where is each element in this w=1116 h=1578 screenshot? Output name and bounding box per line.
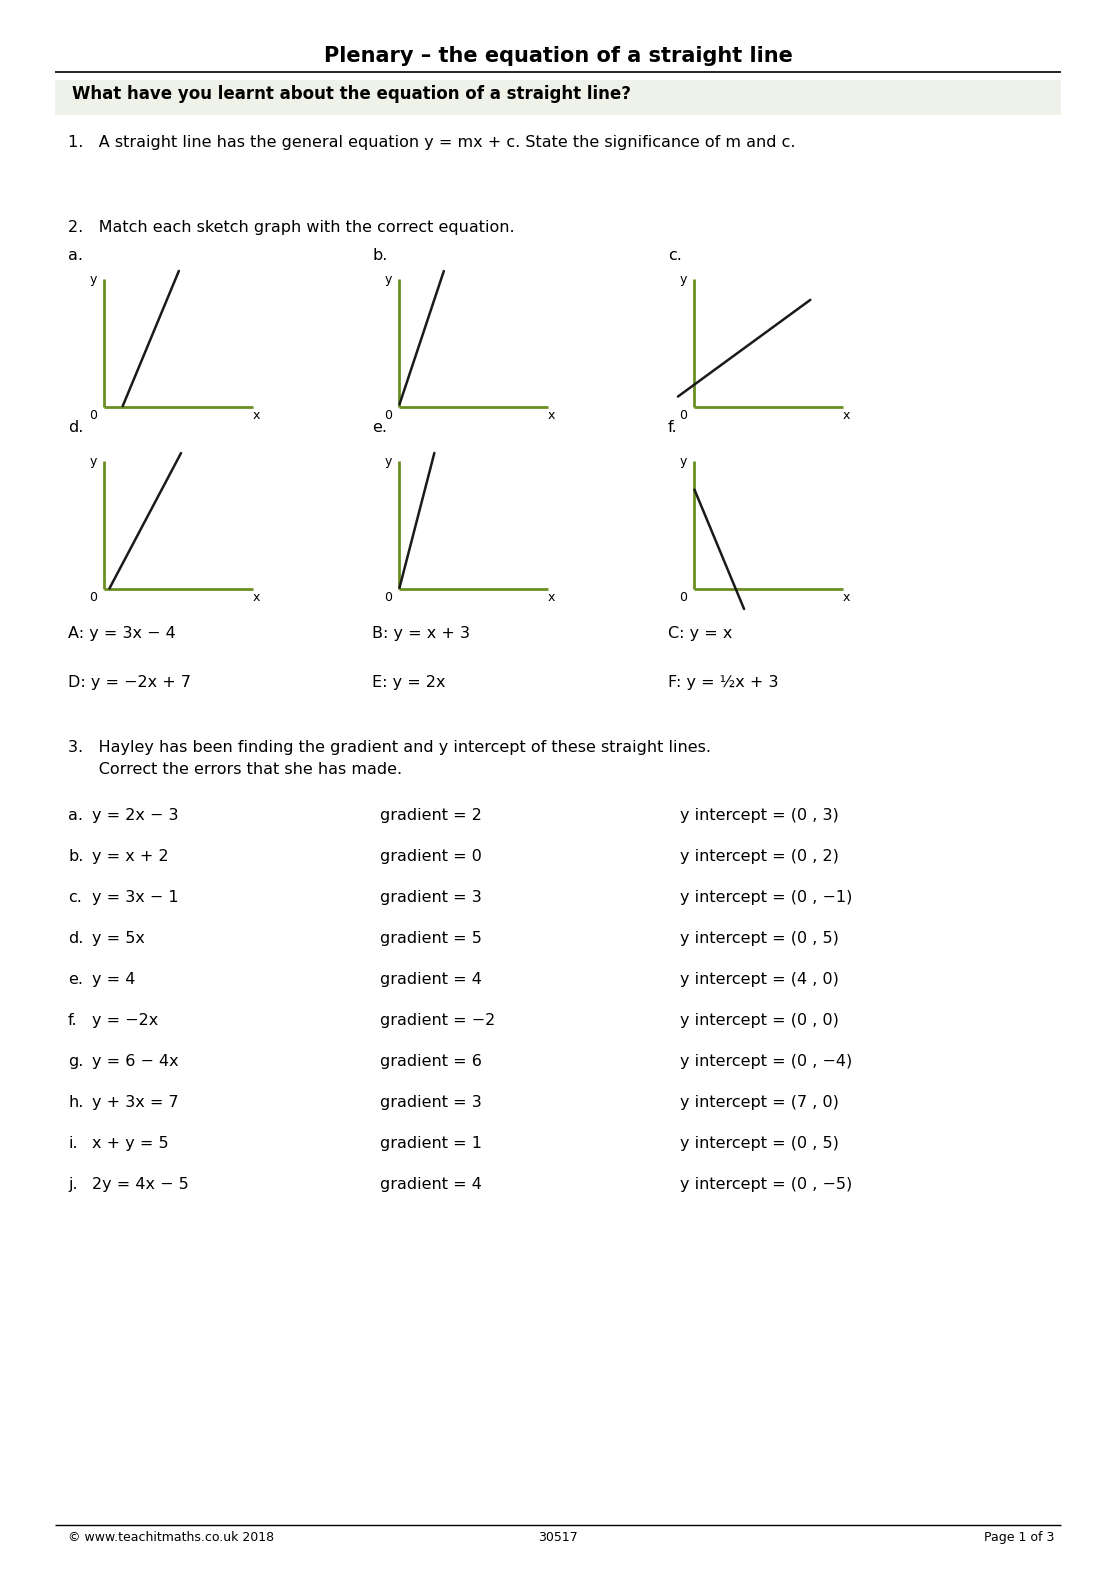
Text: d.: d. (68, 931, 84, 945)
Text: g.: g. (68, 1054, 84, 1068)
Text: y: y (89, 273, 97, 286)
Text: x: x (253, 409, 260, 423)
Text: a.: a. (68, 248, 83, 264)
Text: gradient = 0: gradient = 0 (381, 849, 482, 865)
Text: y: y (384, 454, 392, 467)
Text: y intercept = (4 , 0): y intercept = (4 , 0) (680, 972, 839, 986)
Text: y = −2x: y = −2x (92, 1013, 158, 1027)
Text: 3.   Hayley has been finding the gradient and y intercept of these straight line: 3. Hayley has been finding the gradient … (68, 740, 711, 754)
Text: e.: e. (68, 972, 83, 986)
Text: 0: 0 (679, 592, 686, 604)
Text: i.: i. (68, 1136, 78, 1150)
Text: 2.   Match each sketch graph with the correct equation.: 2. Match each sketch graph with the corr… (68, 219, 514, 235)
Text: y intercept = (7 , 0): y intercept = (7 , 0) (680, 1095, 839, 1109)
Text: B: y = x + 3: B: y = x + 3 (372, 626, 470, 641)
Text: gradient = 4: gradient = 4 (381, 1177, 482, 1191)
Text: y = 4: y = 4 (92, 972, 135, 986)
Text: gradient = 3: gradient = 3 (381, 1095, 482, 1109)
Text: 1.   A straight line has the general equation y = mx + c. State the significance: 1. A straight line has the general equat… (68, 136, 796, 150)
Text: C: y = x: C: y = x (668, 626, 732, 641)
Text: Correct the errors that she has made.: Correct the errors that she has made. (68, 762, 402, 776)
Text: 30517: 30517 (538, 1531, 578, 1543)
Text: b.: b. (372, 248, 387, 264)
Text: j.: j. (68, 1177, 78, 1191)
Text: E: y = 2x: E: y = 2x (372, 675, 445, 690)
Text: gradient = 6: gradient = 6 (381, 1054, 482, 1068)
Text: x: x (548, 409, 556, 423)
Text: 0: 0 (679, 409, 686, 423)
Text: h.: h. (68, 1095, 84, 1109)
Text: gradient = 3: gradient = 3 (381, 890, 482, 906)
Text: y: y (89, 454, 97, 467)
Text: y intercept = (0 , 2): y intercept = (0 , 2) (680, 849, 839, 865)
Text: © www.teachitmaths.co.uk 2018: © www.teachitmaths.co.uk 2018 (68, 1531, 275, 1543)
Text: f.: f. (68, 1013, 78, 1027)
Text: d.: d. (68, 420, 84, 436)
Text: gradient = 5: gradient = 5 (381, 931, 482, 945)
Text: y + 3x = 7: y + 3x = 7 (92, 1095, 179, 1109)
Text: a.: a. (68, 808, 83, 824)
Text: y intercept = (0 , −4): y intercept = (0 , −4) (680, 1054, 853, 1068)
Text: 0: 0 (384, 409, 392, 423)
Text: y intercept = (0 , 5): y intercept = (0 , 5) (680, 1136, 839, 1150)
Text: Page 1 of 3: Page 1 of 3 (983, 1531, 1054, 1543)
Bar (55, 80, 1061, 115)
Text: 0: 0 (384, 592, 392, 604)
Text: y intercept = (0 , 5): y intercept = (0 , 5) (680, 931, 839, 945)
Text: y intercept = (0 , 0): y intercept = (0 , 0) (680, 1013, 839, 1027)
Text: y = 3x − 1: y = 3x − 1 (92, 890, 179, 906)
Text: y = 5x: y = 5x (92, 931, 145, 945)
Text: gradient = 1: gradient = 1 (381, 1136, 482, 1150)
Text: gradient = 4: gradient = 4 (381, 972, 482, 986)
Text: y intercept = (0 , −5): y intercept = (0 , −5) (680, 1177, 853, 1191)
Text: Plenary – the equation of a straight line: Plenary – the equation of a straight lin… (324, 46, 792, 66)
Text: F: y = ½x + 3: F: y = ½x + 3 (668, 675, 779, 690)
Text: y = 2x − 3: y = 2x − 3 (92, 808, 179, 824)
Text: D: y = −2x + 7: D: y = −2x + 7 (68, 675, 191, 690)
Text: What have you learnt about the equation of a straight line?: What have you learnt about the equation … (73, 85, 631, 103)
Text: c.: c. (668, 248, 682, 264)
Text: 0: 0 (89, 592, 97, 604)
Text: y = 6 − 4x: y = 6 − 4x (92, 1054, 179, 1068)
Text: x: x (548, 592, 556, 604)
Text: x: x (843, 592, 850, 604)
Text: y: y (680, 454, 686, 467)
Text: x + y = 5: x + y = 5 (92, 1136, 169, 1150)
Text: x: x (843, 409, 850, 423)
Text: c.: c. (68, 890, 81, 906)
Text: x: x (253, 592, 260, 604)
Text: y intercept = (0 , −1): y intercept = (0 , −1) (680, 890, 853, 906)
Text: y intercept = (0 , 3): y intercept = (0 , 3) (680, 808, 839, 824)
Text: y = x + 2: y = x + 2 (92, 849, 169, 865)
Text: e.: e. (372, 420, 387, 436)
Text: A: y = 3x − 4: A: y = 3x − 4 (68, 626, 175, 641)
Text: 2y = 4x − 5: 2y = 4x − 5 (92, 1177, 189, 1191)
Text: gradient = 2: gradient = 2 (381, 808, 482, 824)
Text: b.: b. (68, 849, 84, 865)
Text: y: y (680, 273, 686, 286)
Text: gradient = −2: gradient = −2 (381, 1013, 496, 1027)
Text: 0: 0 (89, 409, 97, 423)
Text: y: y (384, 273, 392, 286)
Text: f.: f. (668, 420, 677, 436)
